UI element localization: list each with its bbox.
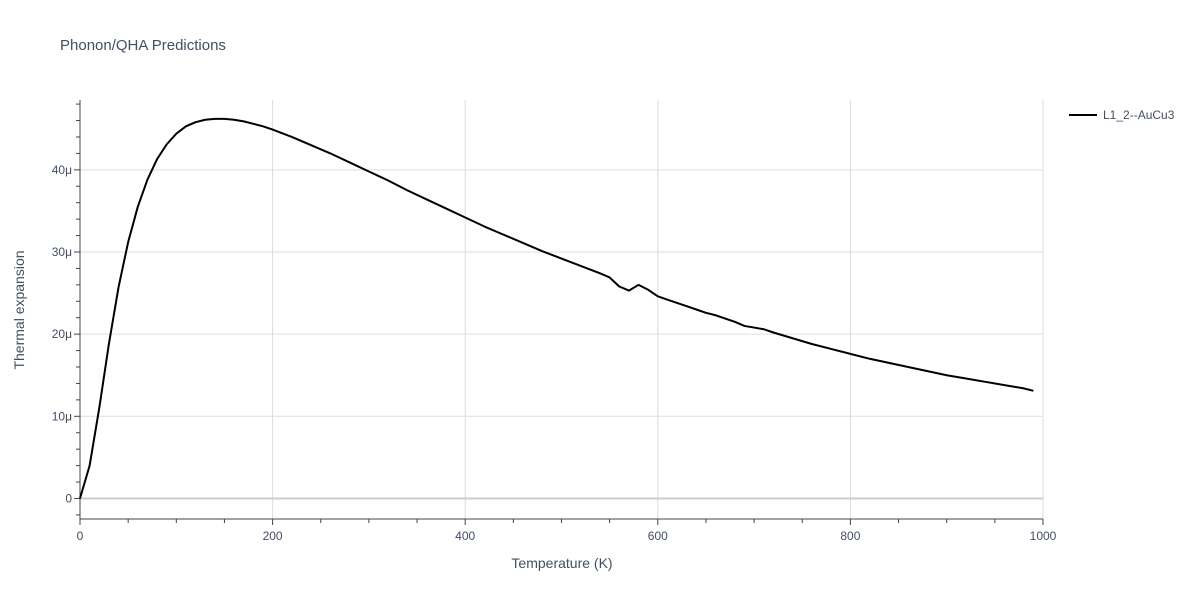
y-tick-label: 20μ [52, 327, 72, 341]
y-tick-label: 0 [65, 491, 72, 505]
series-line[interactable] [79, 117, 1034, 499]
y-tick-label: 40μ [52, 163, 72, 177]
x-axis-title: Temperature (K) [511, 555, 612, 571]
x-tick-label: 600 [648, 529, 668, 543]
axes: 0 200 400 600 800 1000 0 10μ 20μ 30μ 40μ [52, 100, 1057, 543]
y-axis-title: Thermal expansion [11, 250, 27, 369]
grid [80, 100, 1044, 519]
legend[interactable]: L1_2--AuCu3 [1069, 108, 1175, 122]
y-tick-label: 30μ [52, 245, 72, 259]
x-tick-label: 200 [263, 529, 283, 543]
y-tick-label: 10μ [52, 409, 72, 423]
x-tick-label: 0 [77, 529, 84, 543]
plot-area[interactable] [79, 117, 1034, 499]
legend-label: L1_2--AuCu3 [1103, 108, 1175, 122]
x-tick-label: 1000 [1030, 529, 1057, 543]
x-tick-label: 800 [840, 529, 860, 543]
chart-title: Phonon/QHA Predictions [60, 37, 226, 54]
x-tick-label: 400 [455, 529, 475, 543]
